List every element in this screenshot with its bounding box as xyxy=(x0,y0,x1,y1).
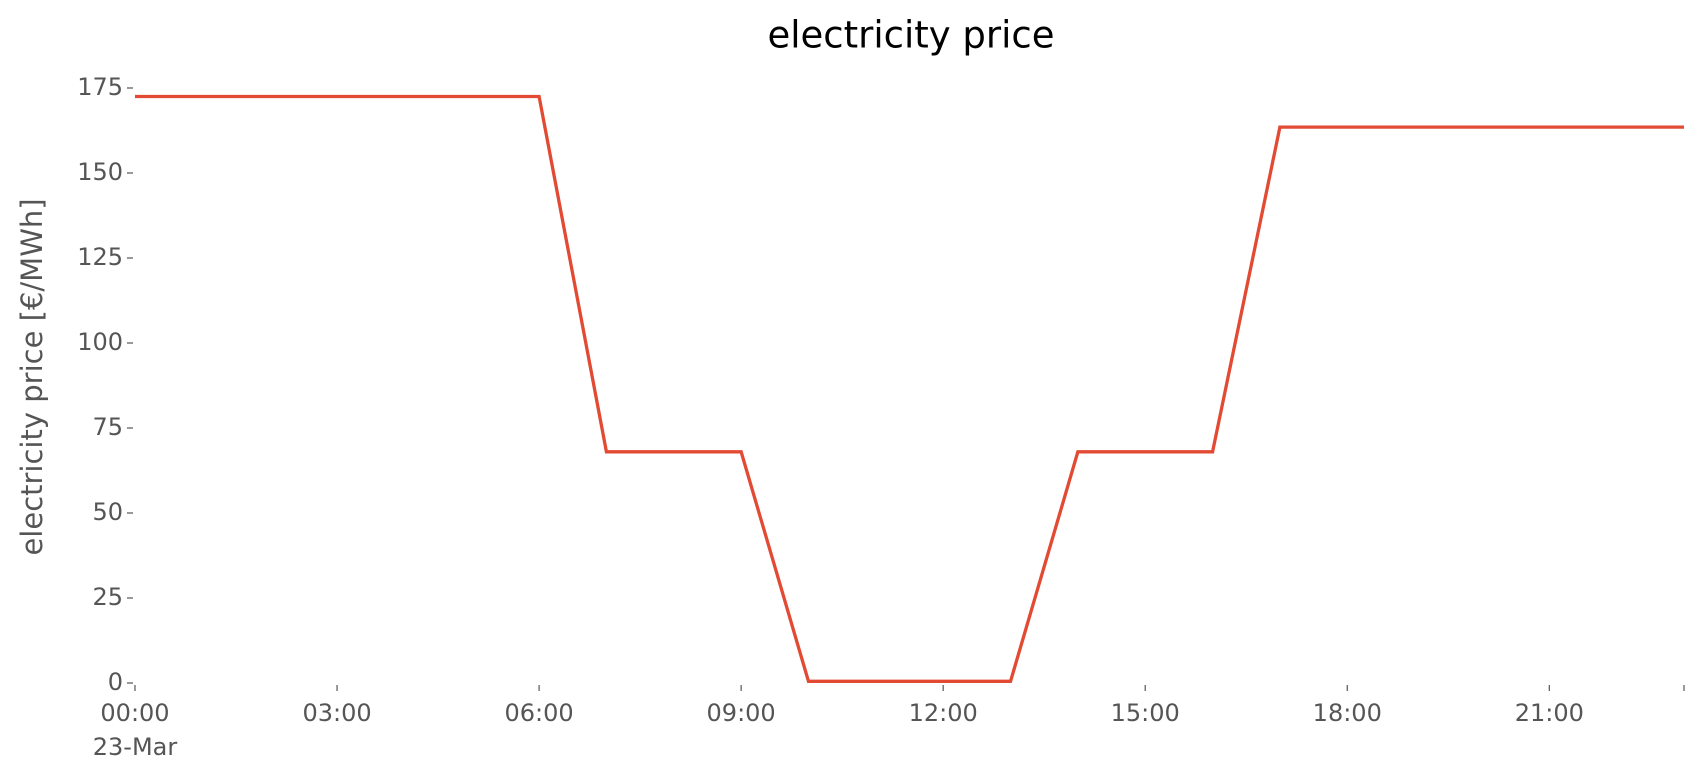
line xyxy=(135,94,1684,683)
x-tick-label: 18:00 xyxy=(1313,699,1382,727)
y-tick-label: 25 xyxy=(92,583,123,611)
chart-title: electricity price xyxy=(767,14,1054,57)
x-tick-label: 09:00 xyxy=(707,699,776,727)
y-tick-label: 150 xyxy=(77,158,123,186)
x-tick-label: 21:00 xyxy=(1515,699,1584,727)
x-tick-label: 15:00 xyxy=(1111,699,1180,727)
x-tick-label: 12:00 xyxy=(909,699,978,727)
y-axis-label: electricity price [€/MWh] xyxy=(15,198,49,555)
x-tick-label: 00:00 xyxy=(100,699,169,727)
y-tick-label: 175 xyxy=(77,73,123,101)
y-tick-label: 75 xyxy=(92,413,123,441)
x-tick-label: 03:00 xyxy=(302,699,371,727)
y-tick-label: 0 xyxy=(108,668,123,696)
x-date-label: 23-Mar xyxy=(93,733,178,761)
y-tick-label: 125 xyxy=(77,243,123,271)
y-tick-label: 50 xyxy=(92,498,123,526)
x-tick-label: 06:00 xyxy=(505,699,574,727)
y-tick-label: 100 xyxy=(77,328,123,356)
